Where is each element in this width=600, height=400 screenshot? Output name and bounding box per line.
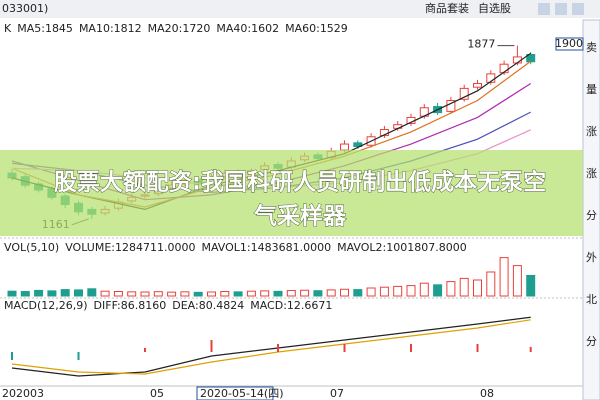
volume-bar (47, 290, 57, 297)
side-tab[interactable]: 分 (586, 335, 597, 348)
volume-bar (512, 265, 522, 297)
volume-bar (100, 290, 110, 297)
x-tick-label: 07 (330, 387, 344, 400)
volume-bar (459, 277, 469, 297)
candle-body (340, 143, 349, 151)
top-link[interactable]: 商品套装 (425, 1, 469, 15)
date-box (196, 386, 274, 400)
side-tab[interactable]: 外 (586, 251, 597, 264)
volume-bar (446, 281, 456, 297)
volume-bar (113, 291, 123, 297)
volume-bar (34, 289, 44, 297)
volume-bar (526, 274, 536, 297)
annotation: 1877 (467, 38, 495, 51)
volume-bar (300, 289, 310, 297)
legend-label: VOLUME:1284711.0000 (65, 241, 195, 254)
candle-body (353, 142, 363, 147)
volume-bar (207, 291, 216, 297)
volume-bar (20, 291, 30, 297)
legend-label: MAVOL2:1001807.8000 (337, 241, 467, 254)
volume-bar (180, 291, 190, 297)
x-tick-label: 202003 (2, 387, 44, 400)
side-tab[interactable]: 分 (586, 209, 597, 222)
candle-body (459, 87, 469, 100)
legend-label: MA20:1720 (148, 22, 211, 35)
volume-bar (7, 290, 17, 297)
icon[interactable] (538, 3, 550, 15)
top-link[interactable]: 自选股 (478, 2, 511, 15)
volume-bar (233, 291, 243, 297)
volume-bar (340, 288, 349, 297)
volume-bar (220, 291, 230, 297)
x-tick-label: 05 (150, 387, 164, 400)
volume-bar (260, 290, 270, 297)
candle-body (473, 83, 482, 88)
volume-bar (153, 291, 163, 297)
volume-bar (313, 290, 323, 297)
volume-bar (419, 282, 429, 297)
stock-code: 033001) (2, 2, 48, 15)
volume-bar (379, 286, 389, 297)
volume-bar (286, 290, 296, 297)
legend-label: MA10:1812 (79, 22, 142, 35)
volume-bar (140, 291, 150, 297)
side-tab[interactable]: 涨 (586, 125, 597, 138)
x-tick-label: 2020-05-14(四) (200, 387, 284, 400)
headline: 气采样器 (253, 203, 347, 230)
top-bar (0, 0, 600, 18)
volume-bar (167, 291, 177, 297)
headline: 股票大额配资:我国科研人员研制出低成本无泵空 (54, 169, 546, 196)
volume-bar (353, 289, 363, 297)
icon[interactable] (555, 3, 567, 15)
volume-bar (486, 271, 496, 297)
icon[interactable] (572, 3, 584, 15)
side-tab[interactable]: 北 (586, 293, 597, 306)
legend-label: DEA:80.4824 (172, 299, 244, 312)
macd-line (11, 316, 531, 377)
side-tab[interactable]: 涨 (586, 167, 597, 180)
volume-bar (60, 289, 70, 297)
volume-bar (406, 285, 416, 297)
legend-label: VOL(5,10) (4, 241, 59, 254)
y-tick-box (555, 37, 584, 51)
legend-label: MA40:1602 (216, 22, 279, 35)
legend-label: MAVOL1:1483681.0000 (201, 241, 331, 254)
volume-bar (127, 291, 137, 297)
volume-bar (473, 279, 482, 297)
volume-bar (326, 289, 336, 297)
legend-label: DIFF:86.8160 (94, 299, 167, 312)
volume-bar (246, 290, 256, 297)
macd-line (11, 319, 531, 375)
y-tick-label: 1900 (555, 37, 583, 50)
legend-label: K (4, 22, 12, 35)
side-tab[interactable]: 量 (586, 83, 597, 96)
volume-bar (193, 291, 203, 297)
volume-bar (74, 289, 83, 297)
volume-bar (433, 284, 443, 297)
volume-bar (393, 285, 403, 297)
legend-label: MA5:1845 (17, 22, 73, 35)
news-banner (0, 150, 583, 236)
legend-label: MA60:1529 (285, 22, 348, 35)
volume-bar (499, 257, 509, 297)
volume-bar (273, 290, 283, 297)
side-tab[interactable]: 卖 (586, 41, 597, 54)
volume-bar (366, 287, 376, 297)
legend-label: MACD:12.6671 (250, 299, 332, 312)
volume-bar (87, 288, 97, 297)
legend-label: MACD(12,26,9) (4, 299, 88, 312)
x-tick-label: 08 (480, 387, 494, 400)
